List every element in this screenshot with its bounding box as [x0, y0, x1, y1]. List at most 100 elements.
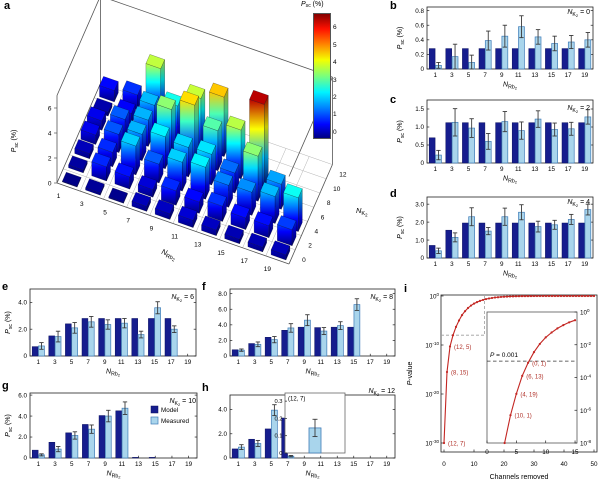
panel-letter-i: i [404, 283, 408, 295]
svg-text:5: 5 [70, 359, 74, 366]
svg-text:9: 9 [302, 359, 306, 366]
svg-text:13: 13 [194, 242, 202, 249]
svg-text:1: 1 [57, 193, 61, 200]
panel-e-bar-chart: 0 2.0 4.0 1 3 5 7 9 11 13 15 17 19 NRb2 Psc (%) NK2 = 6 [0, 278, 200, 378]
svg-text:11: 11 [317, 359, 324, 366]
svg-text:7: 7 [483, 261, 487, 268]
svg-text:15: 15 [151, 359, 159, 366]
svg-text:NK2 = 2: NK2 = 2 [567, 105, 590, 114]
svg-text:12: 12 [339, 172, 347, 179]
svg-text:1.0: 1.0 [415, 124, 424, 131]
svg-text:7: 7 [286, 359, 290, 366]
svg-text:1.5: 1.5 [415, 106, 424, 113]
panel-c-bar-chart: 0 0.5 1.0 1.5 1 3 5 7 9 11 13 15 17 19 NRb2 Psc (%) NK2 … [388, 95, 600, 190]
svg-text:3: 3 [53, 461, 57, 468]
svg-text:13: 13 [134, 359, 142, 366]
colorbar-tick-label: 0 [333, 128, 337, 136]
svg-text:0.3: 0.3 [274, 399, 282, 405]
svg-text:15: 15 [548, 72, 556, 79]
svg-text:7: 7 [483, 166, 487, 173]
svg-text:3: 3 [80, 201, 84, 208]
svg-text:4: 4 [315, 229, 319, 236]
svg-text:10: 10 [542, 449, 550, 456]
svg-text:0.1: 0.1 [274, 434, 282, 440]
bars [32, 401, 156, 459]
svg-text:11: 11 [171, 234, 178, 241]
panel-letter-g: g [2, 380, 9, 392]
svg-text:1: 1 [236, 359, 240, 366]
svg-text:9: 9 [500, 166, 504, 173]
svg-text:5: 5 [515, 449, 519, 456]
svg-text:3: 3 [53, 359, 57, 366]
label-part: sc [305, 2, 311, 9]
svg-text:9: 9 [302, 461, 306, 468]
label-part: (%) [310, 1, 324, 8]
svg-text:15: 15 [152, 461, 160, 468]
svg-text:10: 10 [333, 186, 341, 193]
panel-f-bar-chart: 0 2.0 4.0 6.0 8.0 1 3 5 7 9 11 13 15 17 19 NRb2 NK2 = 8 [200, 278, 400, 378]
axes: 02.04.06.08.01 3 5 7 9 11 13 15 17 19 [218, 288, 396, 366]
bars [31, 301, 178, 357]
svg-text:11: 11 [515, 166, 522, 173]
svg-text:17: 17 [367, 359, 375, 366]
svg-text:10-2: 10-2 [580, 341, 592, 349]
colorbar-tick-label: 2 [333, 94, 337, 101]
colorbar-tick-label: 1 [333, 111, 337, 119]
svg-text:13: 13 [531, 72, 539, 79]
svg-text:1: 1 [37, 359, 41, 366]
svg-text:19: 19 [383, 461, 391, 468]
svg-text:1: 1 [434, 72, 438, 79]
svg-text:6.0: 6.0 [18, 392, 27, 399]
svg-text:0: 0 [279, 451, 282, 457]
svg-text:19: 19 [581, 72, 589, 79]
colorbar: Psc (%) 0 1 2 3 4 5 6 [295, 0, 400, 145]
svg-text:4.0: 4.0 [18, 300, 27, 307]
svg-text:(12, 7): (12, 7) [448, 442, 465, 448]
svg-text:1: 1 [434, 261, 438, 268]
svg-text:10-8: 10-8 [580, 439, 592, 447]
svg-text:P = 0.001: P = 0.001 [490, 352, 518, 359]
svg-text:17: 17 [241, 258, 249, 265]
svg-text:1.0: 1.0 [415, 237, 424, 244]
bars-3d [62, 54, 303, 261]
svg-text:(4, 19): (4, 19) [520, 392, 537, 398]
svg-text:5: 5 [269, 359, 273, 366]
bars [428, 15, 592, 70]
axes: 02.04.01 3 5 7 9 11 13 15 17 19 [218, 394, 396, 468]
svg-text:40: 40 [560, 461, 568, 468]
svg-text:10-6: 10-6 [580, 406, 592, 414]
svg-text:8: 8 [327, 200, 331, 207]
svg-text:0: 0 [223, 353, 227, 360]
svg-text:0.2: 0.2 [274, 416, 282, 422]
svg-text:3: 3 [450, 261, 454, 268]
svg-text:0.2: 0.2 [415, 52, 424, 59]
label-part: P [301, 1, 306, 8]
svg-text:2: 2 [308, 243, 312, 250]
bars [231, 298, 361, 357]
colorbar-tick-label: 5 [333, 41, 337, 49]
panel-letter-b: b [390, 0, 397, 12]
panel-letter-f: f [202, 281, 206, 293]
svg-text:NRb2: NRb2 [503, 176, 518, 185]
svg-text:100: 100 [429, 292, 439, 300]
svg-text:17: 17 [168, 359, 176, 366]
svg-text:10: 10 [470, 461, 478, 468]
axes: 02.04.01 3 5 7 9 11 13 15 17 19 [18, 288, 197, 366]
svg-text:19: 19 [264, 266, 272, 273]
svg-text:0.5: 0.5 [415, 142, 424, 149]
svg-text:11: 11 [515, 261, 522, 268]
axes: 00.51.01.51 3 5 7 9 11 13 15 17 19 [415, 99, 594, 173]
svg-text:NRb2: NRb2 [503, 271, 518, 280]
colorbar-title: Psc (%) [301, 1, 324, 9]
svg-text:6: 6 [321, 214, 325, 221]
svg-text:13: 13 [531, 261, 539, 268]
svg-text:(10, 1): (10, 1) [514, 414, 531, 420]
svg-text:10-4: 10-4 [580, 374, 592, 382]
svg-text:0.6: 0.6 [415, 22, 424, 29]
svg-text:5: 5 [269, 461, 273, 468]
svg-text:15: 15 [548, 166, 556, 173]
svg-text:2.0: 2.0 [415, 219, 424, 226]
svg-text:NK2 = 8: NK2 = 8 [370, 294, 393, 303]
